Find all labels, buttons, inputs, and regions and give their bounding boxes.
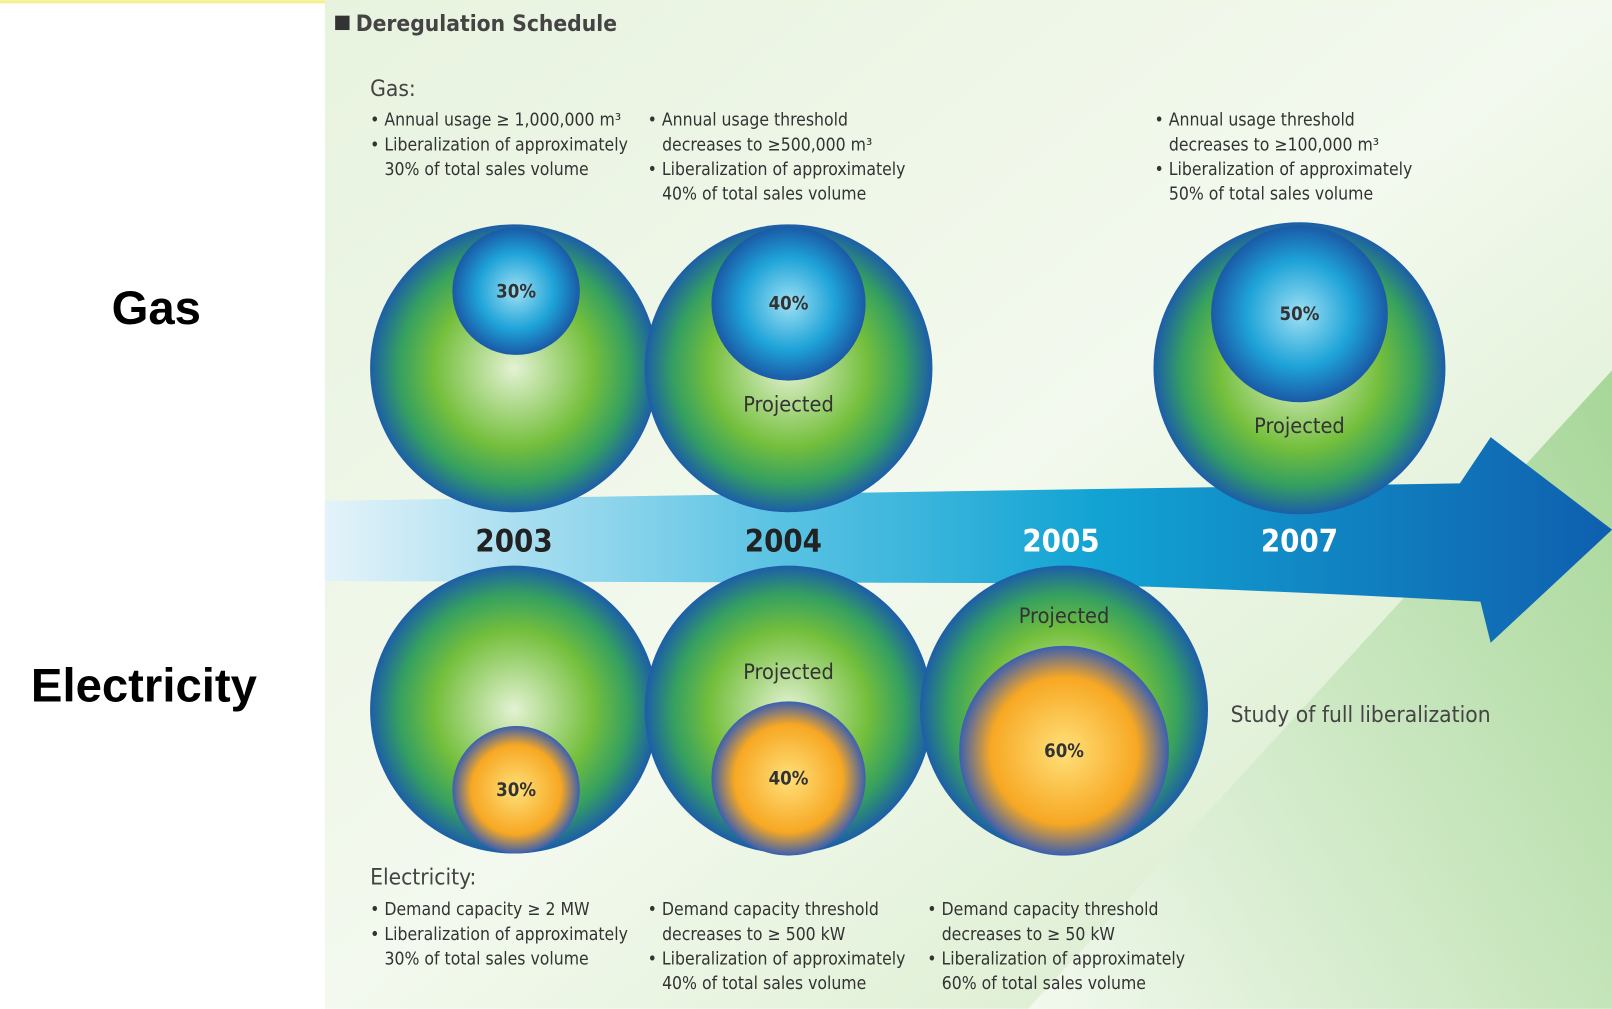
title: Deregulation Schedule	[356, 11, 617, 37]
share-label: 60%	[1044, 741, 1084, 762]
section-heading: Gas:	[370, 76, 416, 102]
note-line: • Demand capacity ≥ 2 MW	[370, 900, 590, 920]
share-label: 40%	[769, 769, 809, 790]
note-line: • Demand capacity threshold	[927, 900, 1158, 920]
note-line: • Liberalization of approximately	[1155, 160, 1413, 180]
year-label: 2005	[1022, 523, 1099, 559]
share-label: 50%	[1280, 304, 1320, 325]
note-line: • Liberalization of approximately	[370, 135, 628, 155]
side-label: Electricity	[31, 659, 258, 712]
note-line: • Liberalization of approximately	[648, 160, 906, 180]
status-label: Projected	[743, 660, 834, 685]
diagram: Deregulation Schedule Gas Electricity 30% 40…	[0, 0, 1612, 1009]
note-line: decreases to ≥100,000 m³	[1169, 135, 1379, 155]
status-label: Projected	[1254, 414, 1345, 439]
share-label: 30%	[496, 281, 536, 302]
note-line: decreases to ≥ 50 kW	[942, 925, 1116, 945]
note-line: • Liberalization of approximately	[927, 950, 1185, 970]
conclusion: Study of full liberalization	[1231, 702, 1491, 728]
title-marker	[335, 16, 349, 30]
status-label: Projected	[743, 392, 834, 417]
note-line: 30% of total sales volume	[384, 160, 588, 180]
note-line: 60% of total sales volume	[942, 974, 1146, 994]
note-line: • Annual usage threshold	[648, 111, 848, 131]
note-line: • Annual usage threshold	[1155, 111, 1355, 131]
note-line: • Annual usage ≥ 1,000,000 m³	[370, 111, 621, 131]
share-label: 40%	[769, 294, 809, 315]
side-label: Gas	[112, 282, 201, 335]
note-line: • Demand capacity threshold	[648, 900, 879, 920]
note-line: 40% of total sales volume	[662, 185, 866, 205]
note-line: 40% of total sales volume	[662, 974, 866, 994]
share-label: 30%	[496, 780, 536, 801]
section-heading: Electricity:	[370, 864, 476, 890]
note-line: 30% of total sales volume	[384, 950, 588, 970]
year-label: 2004	[745, 523, 822, 559]
note-line: decreases to ≥500,000 m³	[662, 135, 872, 155]
note-line: • Liberalization of approximately	[648, 950, 906, 970]
note-line: 50% of total sales volume	[1169, 185, 1373, 205]
note-line: decreases to ≥ 500 kW	[662, 925, 846, 945]
status-label: Projected	[1019, 604, 1110, 629]
year-label: 2003	[475, 523, 552, 559]
note-line: • Liberalization of approximately	[370, 925, 628, 945]
year-label: 2007	[1261, 523, 1338, 559]
